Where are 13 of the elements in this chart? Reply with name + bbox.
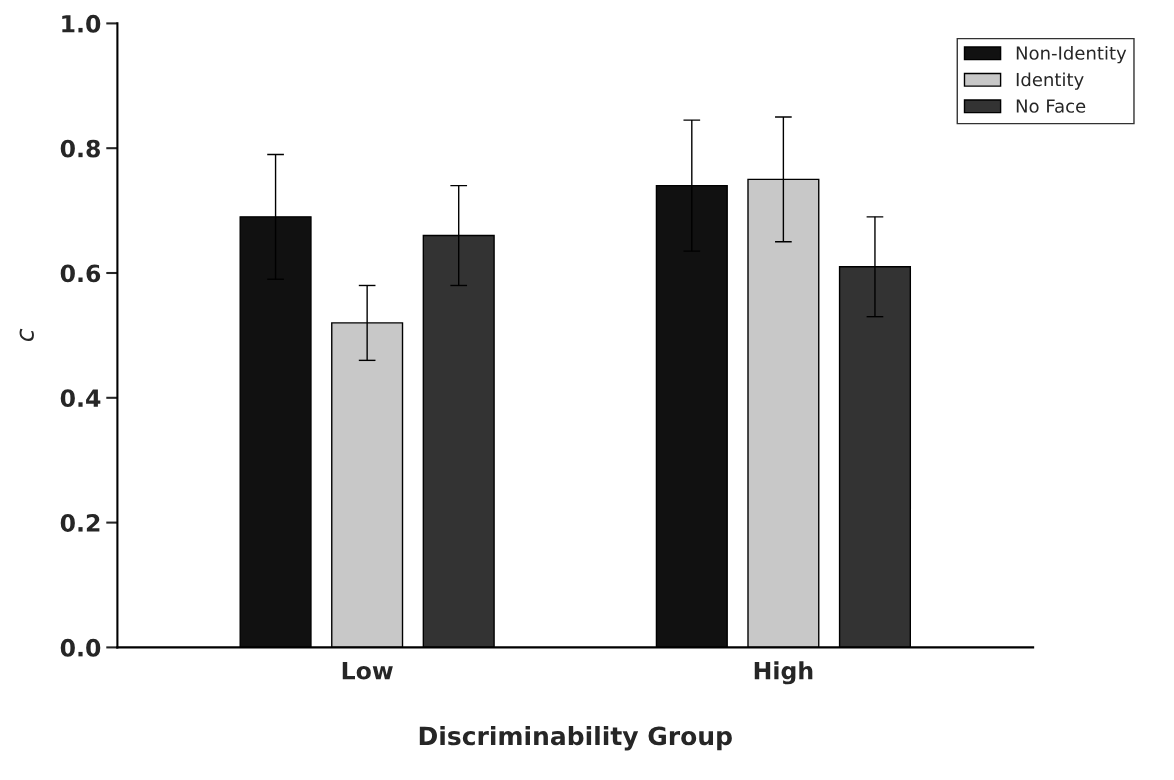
legend-label: Identity [1016,72,1084,90]
y-tick-label: 0.4 [60,389,101,408]
y-axis-title: c [19,328,34,342]
legend-label: Non-Identity [1016,45,1127,64]
y-tick-label: 0.6 [60,264,101,283]
y-tick-label: 0.2 [60,514,100,532]
x-tick-label: High [754,661,813,685]
x-axis-title: Discriminability Group [419,725,732,751]
y-tick-label: 0.0 [60,638,101,657]
x-tick-label: Low [342,662,393,680]
y-tick-label: 1.0 [62,14,101,33]
y-tick-label: 0.8 [60,139,100,158]
legend-label: No Face [1016,99,1086,113]
